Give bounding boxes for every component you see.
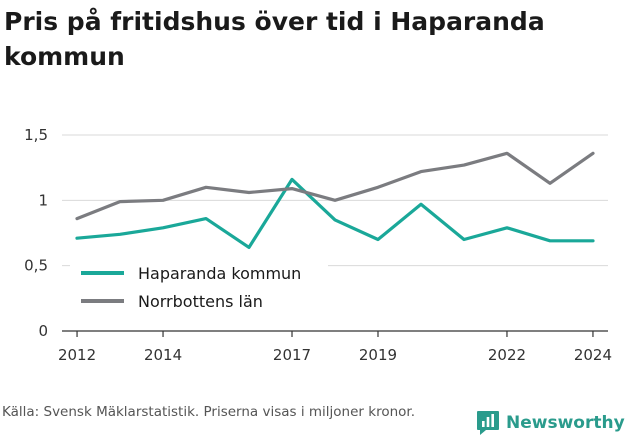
- chart-title: Pris på fritidshus över tid i Haparanda …: [4, 7, 545, 71]
- axes: 0 0,5 1 1,5 2012 2014 2017 2019 2022 2024: [24, 126, 612, 364]
- legend-label: Haparanda kommun: [138, 264, 301, 283]
- series-line-1: [75, 177, 595, 249]
- legend: Haparanda kommun Norrbottens län: [81, 264, 301, 311]
- series-line-2: [75, 151, 595, 221]
- series: [75, 151, 595, 249]
- y-tick-label: 0,5: [24, 257, 48, 275]
- newsworthy-logo[interactable]: Newsworthy: [476, 407, 625, 439]
- x-tick-label: 2017: [273, 346, 311, 364]
- brand-name: Newsworthy: [506, 413, 625, 433]
- x-tick-label: 2019: [359, 346, 397, 364]
- y-tick-label: 1: [38, 191, 48, 209]
- x-tick-label: 2022: [488, 346, 526, 364]
- legend-label: Norrbottens län: [138, 292, 263, 311]
- y-tick-label: 0: [38, 322, 48, 340]
- x-tick-label: 2012: [58, 346, 96, 364]
- x-tick-label: 2014: [144, 346, 182, 364]
- y-tick-label: 1,5: [24, 126, 48, 144]
- x-tick-label: 2024: [574, 346, 612, 364]
- source-note: Källa: Svensk Mäklarstatistik. Priserna …: [2, 404, 416, 420]
- newsworthy-logo-icon: [477, 411, 499, 435]
